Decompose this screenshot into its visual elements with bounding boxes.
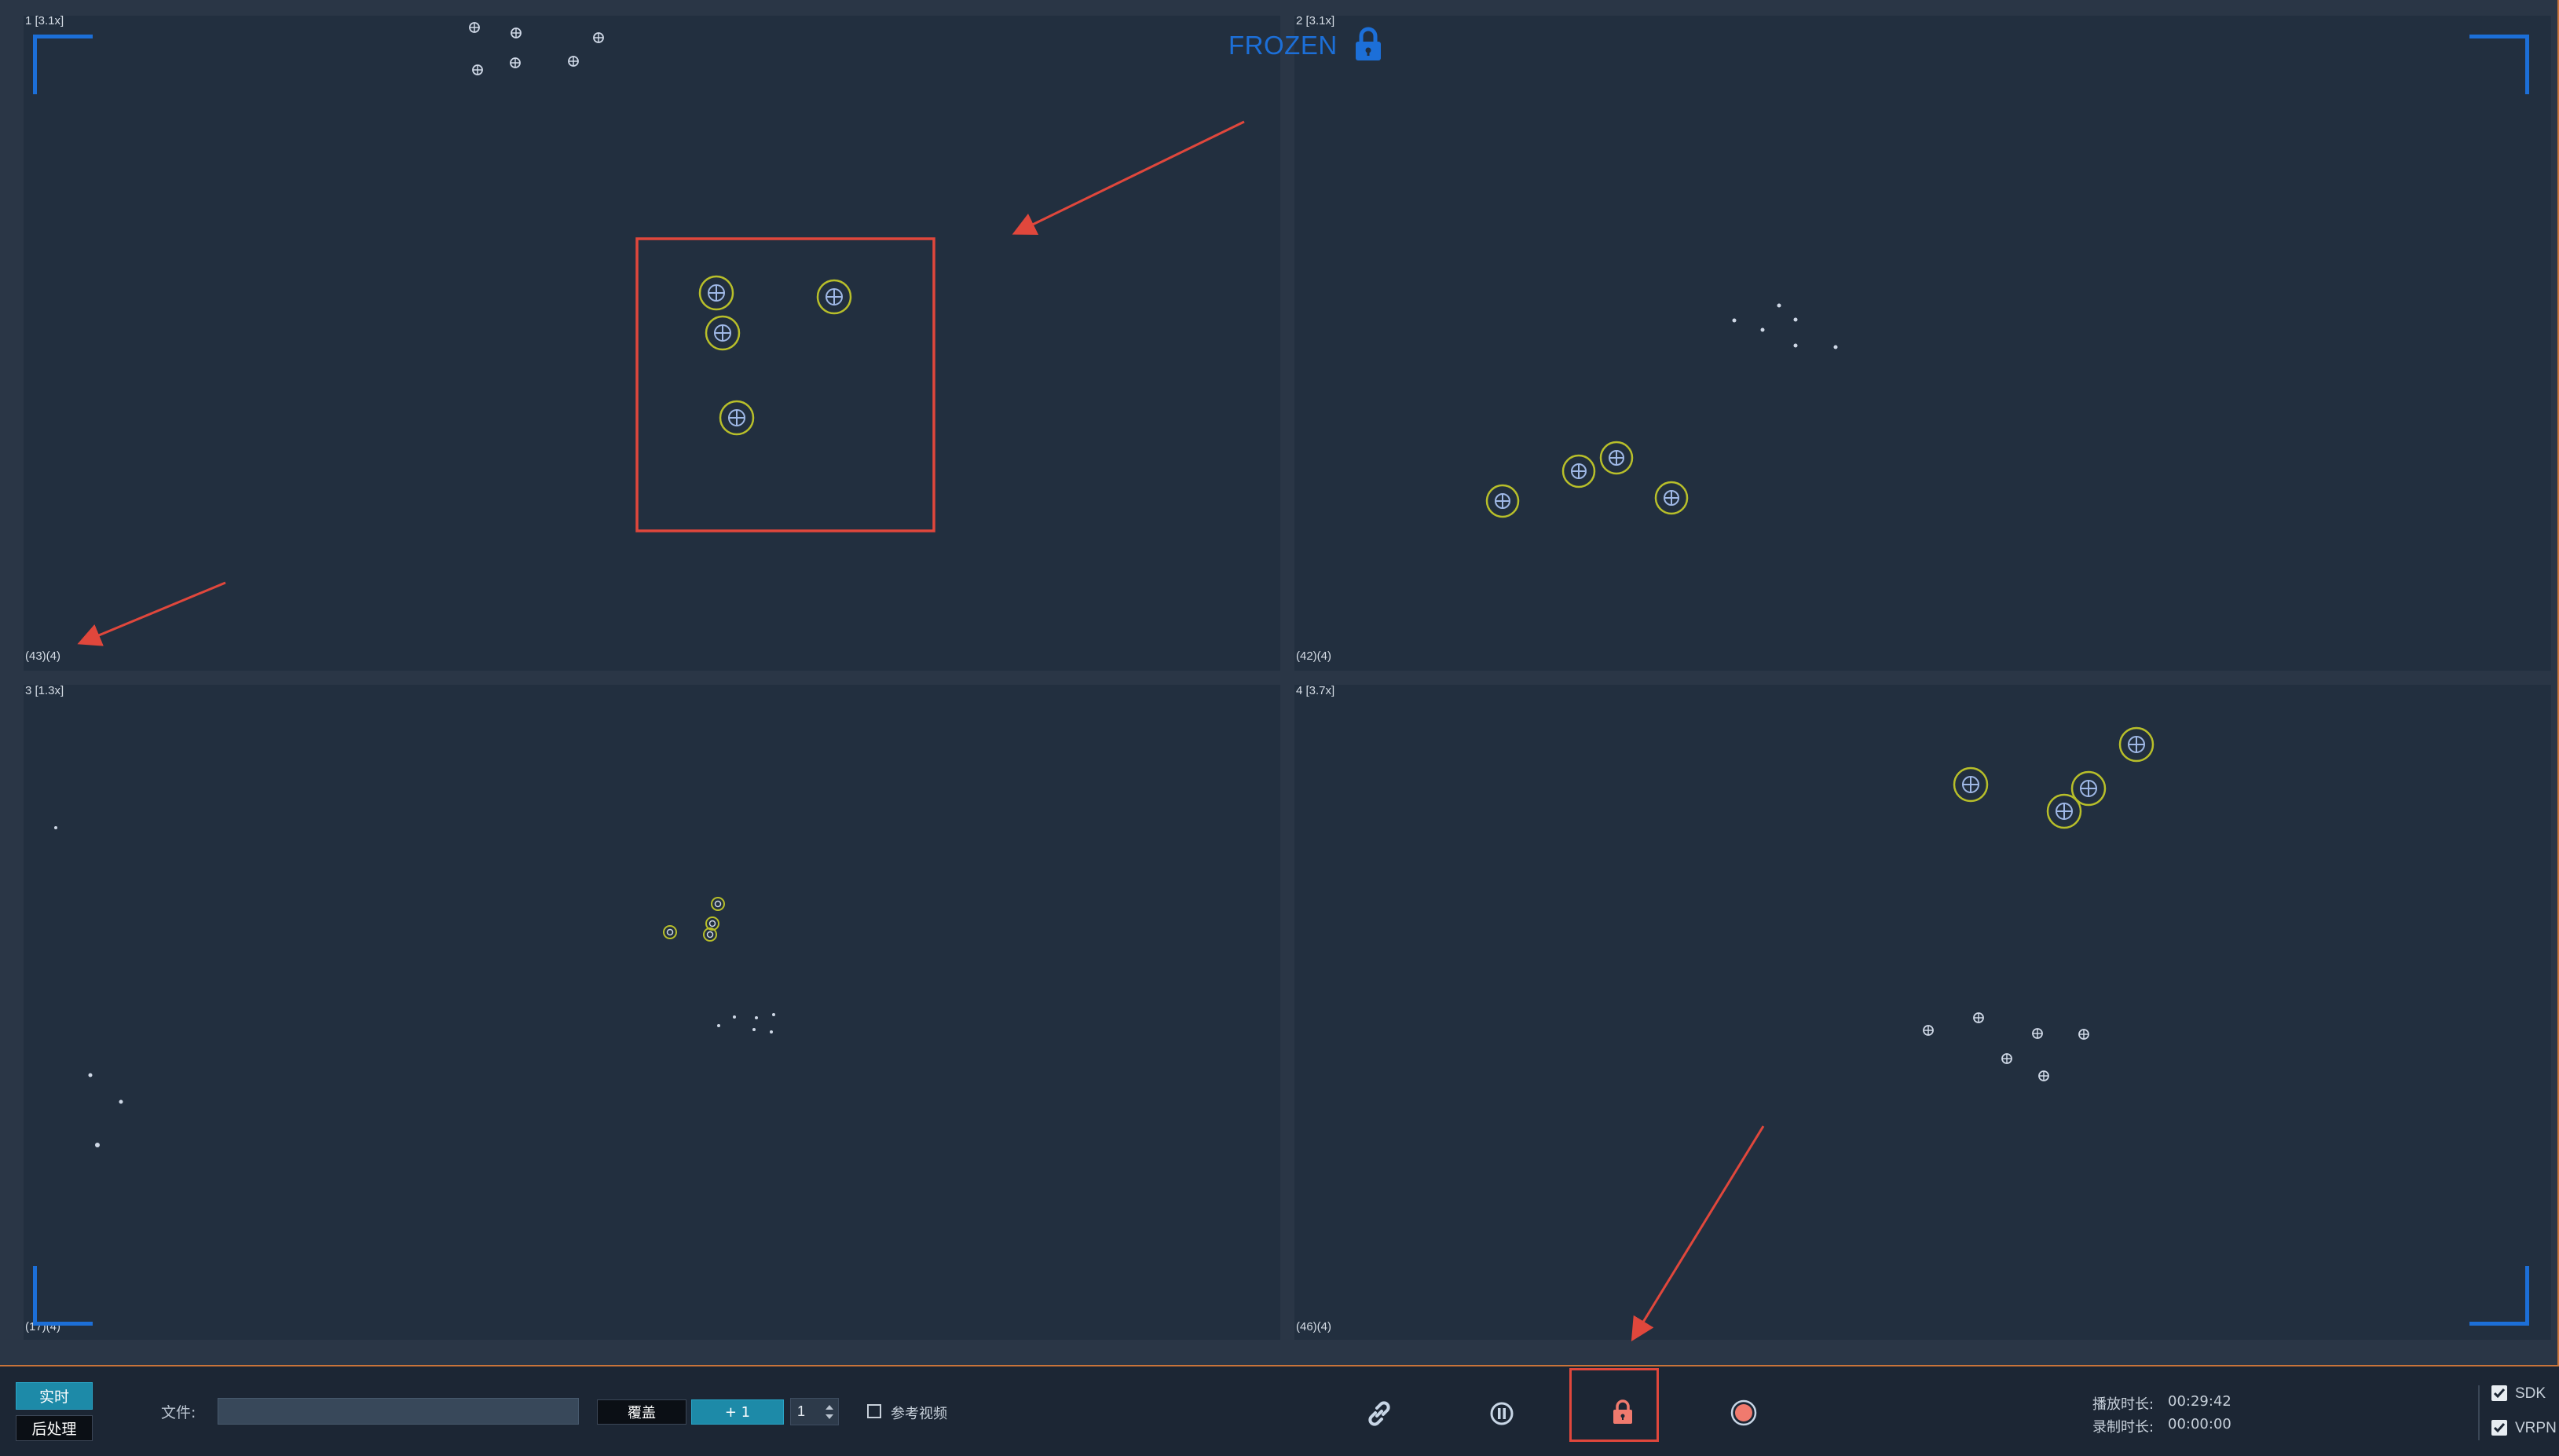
file-label: 文件: [161, 1404, 196, 1421]
vrpn-label: VRPN [2515, 1420, 2557, 1436]
bottom-toolbar: 实时 后处理 文件: 覆盖 + 1 1 参考视频 [0, 1366, 2559, 1456]
realtime-button[interactable]: 实时 [16, 1382, 93, 1410]
spin-down-icon[interactable] [826, 1414, 833, 1419]
file-path-input[interactable] [218, 1398, 579, 1425]
postprocess-button[interactable]: 后处理 [16, 1415, 93, 1441]
camera-pane-1[interactable] [24, 16, 1280, 671]
overwrite-button[interactable]: 覆盖 [597, 1399, 686, 1425]
pane-2-count-label: (42)(4) [1296, 649, 1332, 663]
record-icon[interactable] [1730, 1399, 1757, 1430]
plus-one-button[interactable]: + 1 [691, 1399, 784, 1425]
play-duration-value: 00:29:42 [2168, 1393, 2231, 1410]
spinbox-value: 1 [797, 1403, 806, 1419]
lock-icon[interactable] [1613, 1399, 1633, 1429]
record-duration-label: 录制时长: [2092, 1419, 2154, 1436]
increment-spinbox[interactable]: 1 [790, 1398, 839, 1425]
frozen-corner-top-left [33, 35, 93, 94]
viewport-grid: 1 [3.1x] (43)(4) 2 [3.1x] (42)(4) 3 [1.3… [0, 0, 2559, 1366]
pane-3-zoom-label: 3 [1.3x] [25, 684, 64, 697]
camera-pane-4[interactable] [1294, 685, 2551, 1340]
camera-pane-2[interactable] [1294, 16, 2551, 671]
frozen-indicator: FROZEN [1228, 27, 1382, 65]
lock-highlight-box [1569, 1368, 1659, 1442]
frozen-text: FROZEN [1228, 31, 1338, 60]
pane-1-count-label: (43)(4) [25, 649, 61, 663]
pane-2-zoom-label: 2 [3.1x] [1296, 14, 1335, 27]
sdk-label: SDK [2515, 1385, 2546, 1402]
play-duration-label: 播放时长: [2092, 1396, 2154, 1413]
camera-pane-3[interactable] [24, 685, 1280, 1340]
toolbar-separator [2478, 1385, 2480, 1440]
frozen-corner-bottom-left [33, 1266, 93, 1326]
frozen-corner-top-right [2469, 35, 2529, 94]
sdk-checkbox[interactable] [2491, 1385, 2507, 1401]
spin-up-icon[interactable] [826, 1405, 833, 1410]
vrpn-checkbox[interactable] [2491, 1420, 2507, 1436]
record-duration-value: 00:00:00 [2168, 1416, 2231, 1432]
reference-video-checkbox[interactable] [867, 1404, 881, 1418]
pause-icon[interactable] [1489, 1401, 1514, 1430]
link-icon[interactable] [1365, 1399, 1393, 1432]
reference-video-label: 参考视频 [891, 1406, 947, 1422]
lock-icon [1355, 27, 1382, 65]
pane-4-count-label: (46)(4) [1296, 1320, 1332, 1333]
frozen-corner-bottom-right [2469, 1266, 2529, 1326]
pane-4-zoom-label: 4 [3.7x] [1296, 684, 1335, 697]
pane-1-zoom-label: 1 [3.1x] [25, 14, 64, 27]
